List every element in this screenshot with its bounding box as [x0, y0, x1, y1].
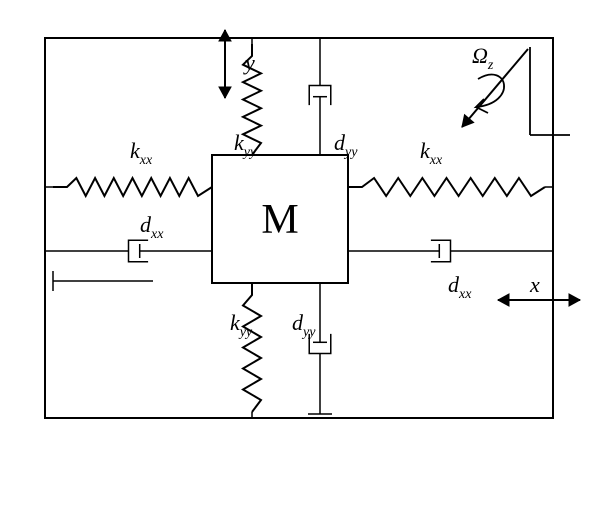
mass-label: M	[261, 197, 298, 243]
omega-label: Ωz	[472, 43, 494, 73]
dxx-left-label: dxx	[140, 212, 164, 242]
dxx-right-label: dxx	[448, 272, 472, 302]
kxx-left-label: kxx	[130, 138, 153, 168]
dyy-bottom-label: dyy	[292, 310, 316, 340]
kyy-bottom-label: kyy	[230, 310, 253, 340]
kxx-right-label: kxx	[420, 138, 443, 168]
x-axis-label: x	[529, 272, 540, 297]
